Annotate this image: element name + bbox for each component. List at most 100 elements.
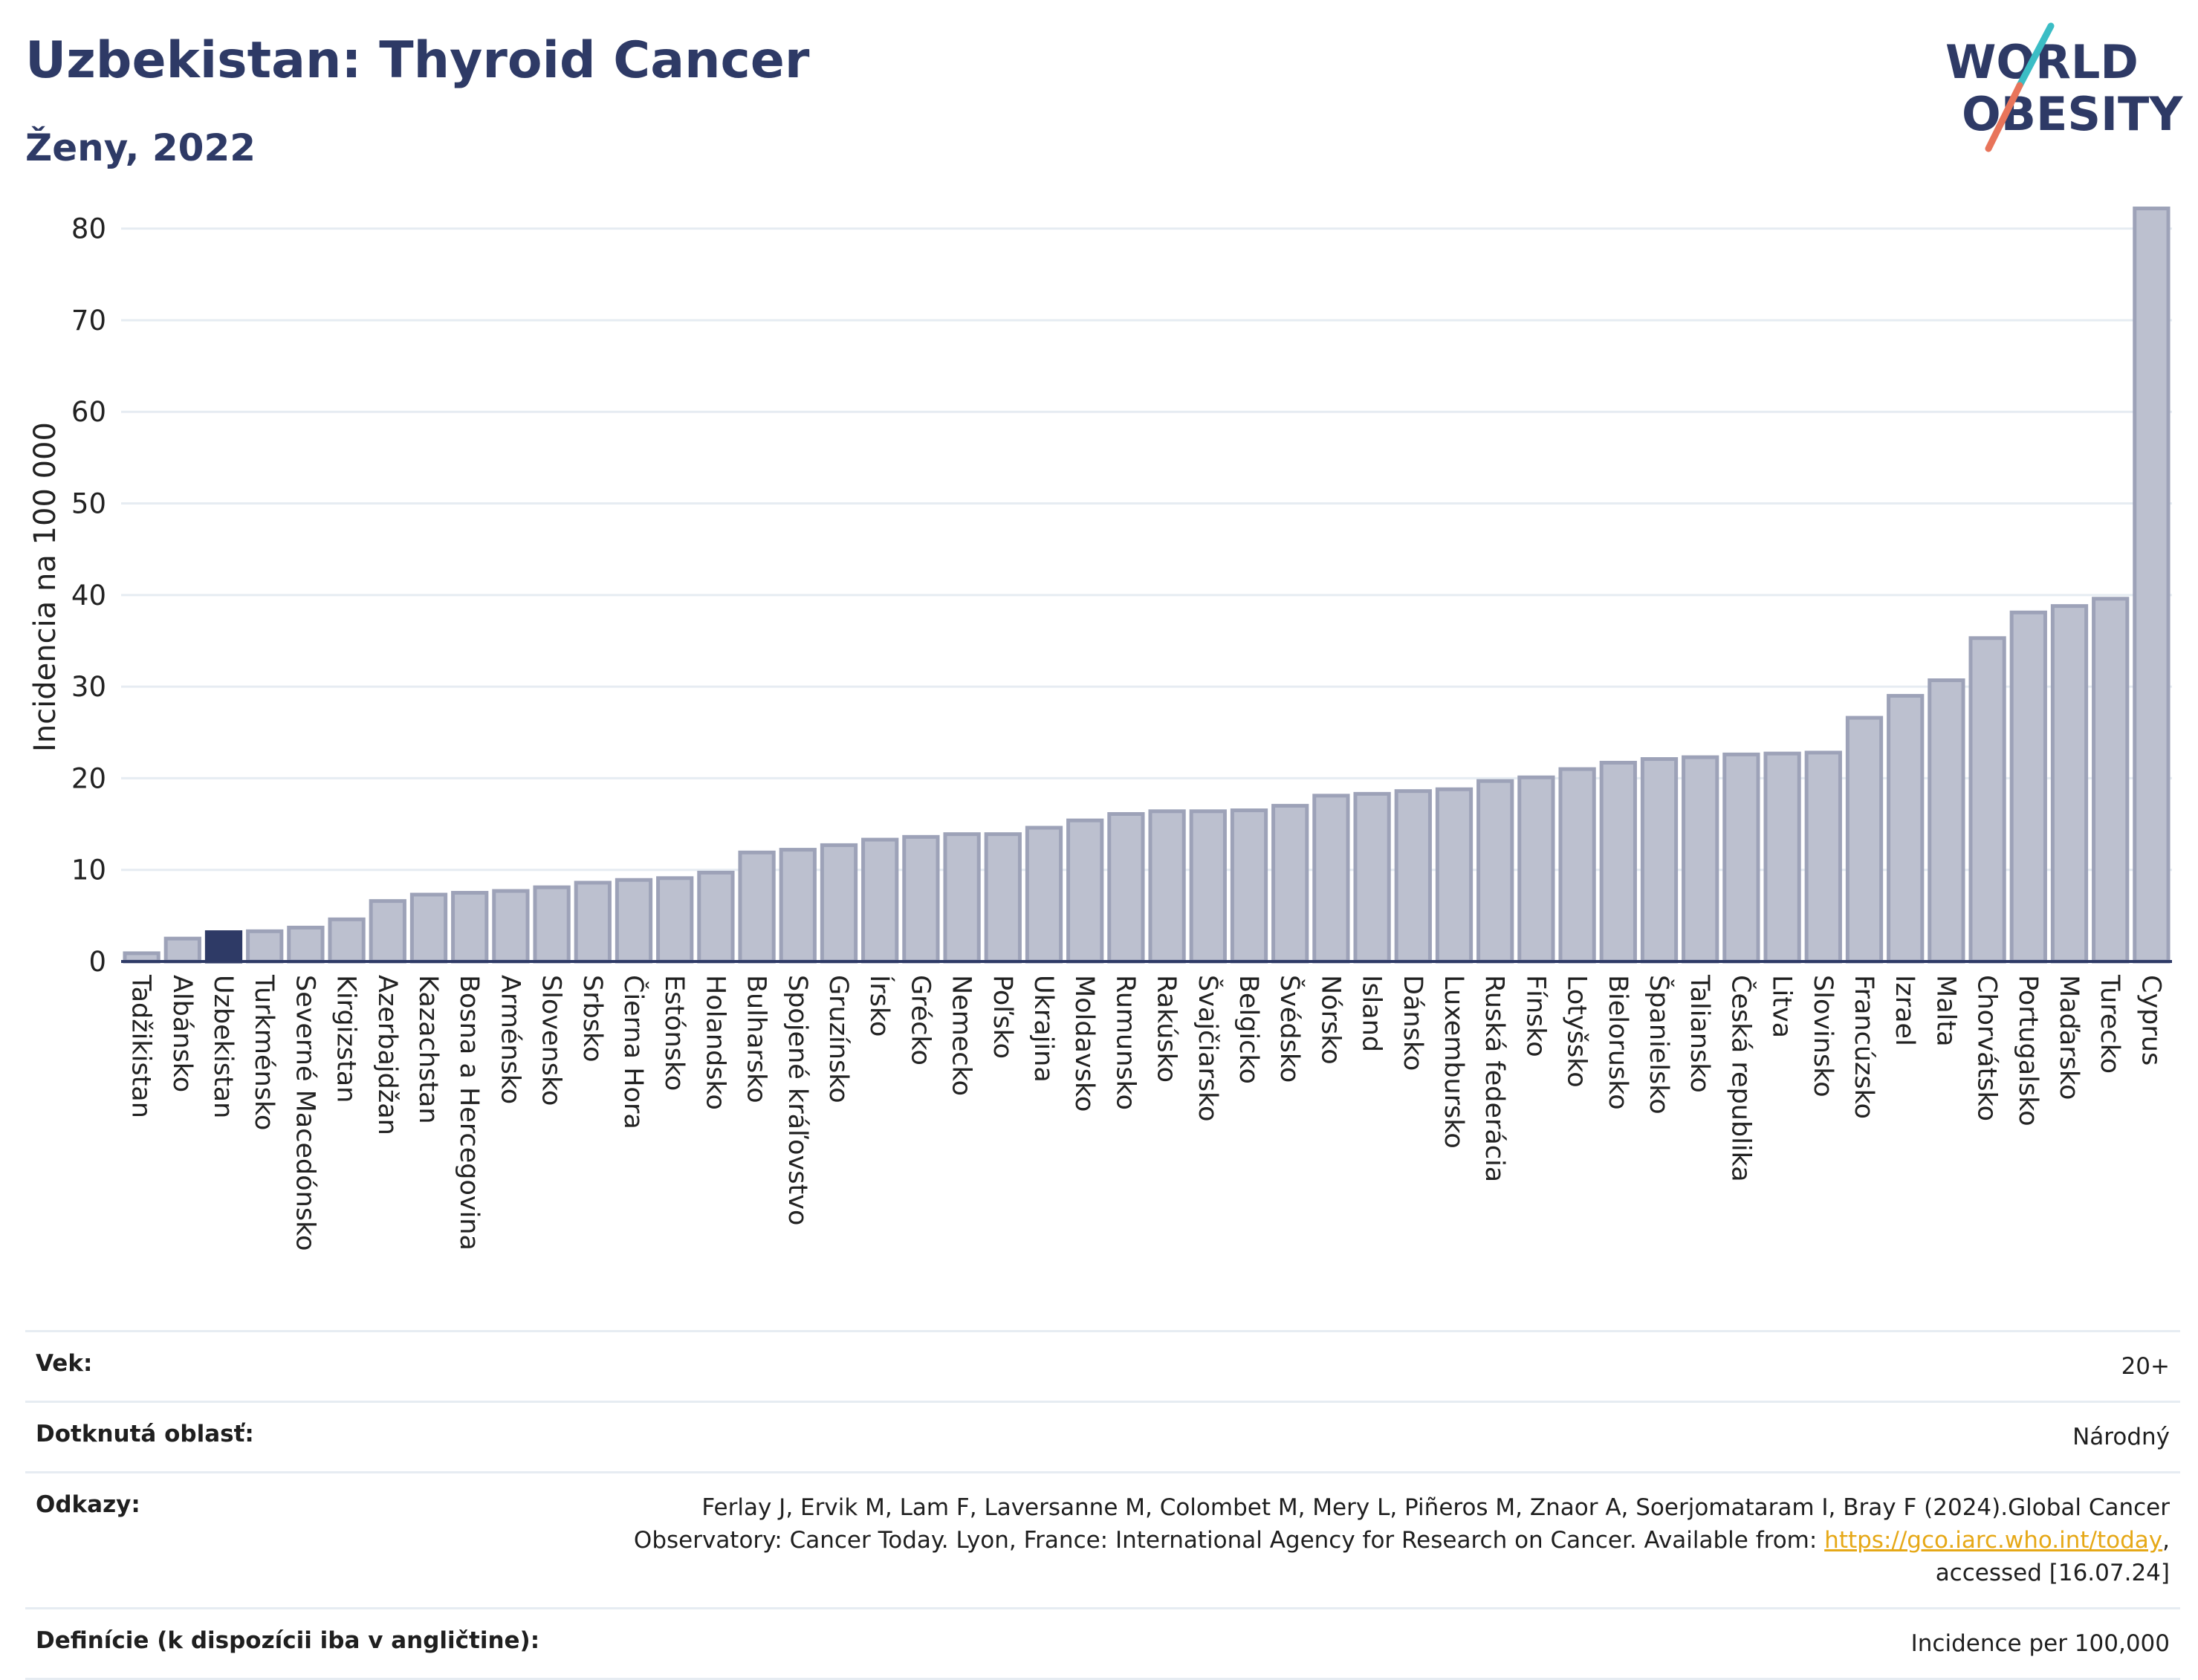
bar[interactable] xyxy=(1148,809,1186,964)
bar[interactable] xyxy=(1928,678,1965,964)
x-tick-label: Cyprus xyxy=(2136,975,2165,1066)
bar[interactable] xyxy=(451,891,489,964)
bar[interactable] xyxy=(574,880,612,964)
refs-text-after: , accessed [16.07.24] xyxy=(1935,1527,2170,1587)
bar[interactable] xyxy=(2133,207,2171,964)
y-tick-label: 30 xyxy=(71,671,106,703)
x-tick-label: Bulharsko xyxy=(742,975,771,1103)
bar[interactable] xyxy=(492,889,530,964)
bar[interactable] xyxy=(984,832,1022,964)
bar[interactable] xyxy=(820,843,858,964)
bar[interactable] xyxy=(1722,752,1760,964)
bar[interactable] xyxy=(861,837,899,964)
bar[interactable] xyxy=(1599,760,1637,964)
bar[interactable] xyxy=(1558,767,1596,964)
x-tick-label: Rakúsko xyxy=(1152,975,1181,1083)
x-tick-label: Albánsko xyxy=(167,975,197,1092)
x-tick-label: Severné Macedónsko xyxy=(290,975,320,1251)
bar-chart: 0 10 20 30 40 50 60 70 80 Tadžikistan Albánsko Uzbe… xyxy=(28,207,2172,1251)
bar[interactable] xyxy=(1517,775,1555,964)
bar[interactable] xyxy=(1025,826,1063,964)
bar[interactable] xyxy=(328,917,366,964)
bar[interactable] xyxy=(1476,779,1514,964)
x-tick-label: Chorvátsko xyxy=(1972,975,2002,1121)
bar[interactable] xyxy=(738,850,776,964)
x-tick-label: Česká republika xyxy=(1725,975,1757,1182)
y-tick-label: 80 xyxy=(71,213,106,245)
refs-link[interactable]: https://gco.iarc.who.int/today xyxy=(1824,1527,2163,1554)
bar[interactable] xyxy=(943,832,981,964)
bar[interactable] xyxy=(1271,803,1309,964)
bar[interactable] xyxy=(2092,597,2130,964)
y-tick-label: 60 xyxy=(71,396,106,428)
x-tick-label: Fínsko xyxy=(1520,975,1550,1057)
bar[interactable] xyxy=(1353,791,1391,964)
bar[interactable] xyxy=(1682,755,1719,964)
refs-label: Odkazy: xyxy=(25,1471,566,1609)
chart-title: Uzbekistan: Thyroid Cancer xyxy=(25,31,810,90)
x-tick-label: Bielorusko xyxy=(1603,975,1633,1110)
x-tick-label: Bosna a Hercegovina xyxy=(454,975,484,1251)
info-row-age: Vek: 20+ xyxy=(25,1329,2180,1402)
area-value: Národný xyxy=(566,1401,2180,1473)
bar[interactable] xyxy=(615,878,653,964)
bar[interactable] xyxy=(1312,794,1350,964)
age-value: 20+ xyxy=(566,1329,2180,1402)
bar[interactable] xyxy=(1887,693,1925,964)
info-table: Vek: 20+ Dotknutá oblasť: Národný Odkazy… xyxy=(25,1329,2180,1680)
x-tick-label: Poľsko xyxy=(988,975,1017,1059)
bar[interactable] xyxy=(779,848,817,964)
bar[interactable] xyxy=(369,899,406,964)
y-tick-label: 10 xyxy=(71,854,106,886)
area-label: Dotknutá oblasť: xyxy=(25,1401,566,1473)
x-tick-label: Maďarsko xyxy=(2054,975,2084,1100)
refs-value: Ferlay J, Ervik M, Lam F, Laversanne M, … xyxy=(566,1471,2180,1609)
bar[interactable] xyxy=(246,929,284,964)
bar[interactable] xyxy=(697,870,735,964)
x-tick-label: Belgicko xyxy=(1233,975,1263,1084)
bars xyxy=(123,207,2171,964)
refs-text: Ferlay J, Ervik M, Lam F, Laversanne M, … xyxy=(633,1494,2170,1554)
bar[interactable] xyxy=(1435,787,1474,964)
x-tick-label: Turecko xyxy=(2095,974,2124,1074)
bar[interactable] xyxy=(656,876,694,964)
bar[interactable] xyxy=(1107,811,1145,964)
x-tick-label: Francúzsko xyxy=(1849,975,1878,1119)
axes: 0 10 20 30 40 50 60 70 80 Tadžikistan Albánsko Uzbe… xyxy=(71,213,2172,1251)
bar[interactable] xyxy=(2009,610,2047,964)
info-row-refs: Odkazy: Ferlay J, Ervik M, Lam F, Lavers… xyxy=(25,1471,2180,1609)
bar[interactable] xyxy=(1968,636,2006,964)
bar[interactable] xyxy=(1845,716,1884,964)
bar[interactable] xyxy=(1763,751,1801,964)
x-tick-label: Portugalsko xyxy=(2013,975,2043,1126)
x-tick-label: Španielsko xyxy=(1644,975,1675,1115)
x-tick-label: Nemecko xyxy=(947,975,976,1096)
y-tick-label: 20 xyxy=(71,762,106,794)
x-tick-label: Island xyxy=(1357,975,1387,1052)
bar[interactable] xyxy=(409,892,448,964)
x-tick-label: Kirgizstan xyxy=(331,975,361,1103)
y-tick-label: 50 xyxy=(71,488,106,520)
x-tick-label: Ukrajina xyxy=(1028,975,1058,1083)
x-tick-label: Švédsko xyxy=(1274,975,1306,1083)
bar[interactable] xyxy=(2050,604,2089,964)
bar[interactable] xyxy=(204,930,243,964)
bar[interactable] xyxy=(1189,809,1227,964)
bar[interactable] xyxy=(287,925,325,964)
x-tick-label: Slovensko xyxy=(536,975,566,1106)
bar[interactable] xyxy=(1230,808,1268,964)
bar[interactable] xyxy=(1066,818,1104,964)
y-tick-label: 0 xyxy=(88,946,106,978)
info-row-definitions: Definície (k dispozícii iba v angličtine… xyxy=(25,1607,2180,1680)
bar[interactable] xyxy=(1804,750,1842,964)
bar[interactable] xyxy=(533,885,571,964)
x-tick-label: Taliansko xyxy=(1685,974,1714,1093)
bar[interactable] xyxy=(902,834,940,964)
logo-slash-teal xyxy=(2016,22,2055,89)
x-tick-label: Arménsko xyxy=(495,975,525,1104)
bar[interactable] xyxy=(163,936,201,964)
x-tick-label: Uzbekistan xyxy=(208,975,238,1118)
bar[interactable] xyxy=(1640,757,1679,964)
bar[interactable] xyxy=(1394,789,1432,964)
x-tick-label: Čierna Hora xyxy=(618,975,649,1129)
